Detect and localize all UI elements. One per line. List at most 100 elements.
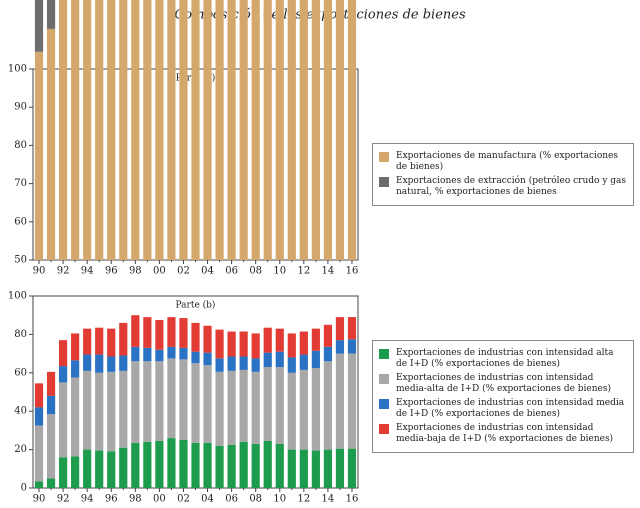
x-tick-label: 90 (33, 266, 46, 277)
bar-segment (155, 320, 164, 350)
bar-segment (227, 444, 236, 488)
bar-segment (46, 28, 56, 260)
bar-segment (251, 371, 260, 444)
bar-segment (323, 449, 332, 488)
bar-segment (335, 0, 345, 261)
bar-segment (191, 351, 200, 364)
x-tick-label: 96 (105, 494, 118, 505)
bar-segment (299, 449, 308, 488)
bar-segment (95, 354, 104, 373)
bar-segment (287, 449, 296, 488)
bar-segment (143, 347, 152, 362)
bar-segment (323, 0, 332, 261)
x-tick-label: 06 (225, 494, 238, 505)
bar-segment (46, 395, 56, 415)
bar-segment (263, 367, 272, 441)
bar-segment (323, 346, 332, 362)
x-tick-label: 98 (129, 494, 142, 505)
bar-segment (143, 0, 152, 261)
legend-swatch (379, 349, 389, 359)
bar-segment (95, 372, 104, 451)
bar-segment (311, 328, 320, 351)
bar-segment (34, 481, 44, 488)
bar-segment (131, 0, 140, 260)
bar-segment (311, 450, 320, 488)
bar-segment (107, 371, 116, 452)
bar-segment (311, 350, 320, 368)
bar-segment (34, 0, 44, 52)
bar-segment (323, 324, 332, 347)
bar-segment (299, 0, 308, 260)
bar-segment (107, 356, 116, 372)
legend-item: Exportaciones de extracción (petróleo cr… (379, 176, 627, 198)
x-tick-label: 92 (57, 266, 70, 277)
bar-segment (215, 358, 224, 372)
legend-label: Exportaciones de industrias con intensid… (396, 373, 612, 394)
x-tick-label: 04 (201, 266, 214, 277)
legend-swatch (379, 152, 389, 162)
bar-segment (203, 0, 212, 261)
bar-segment (59, 382, 68, 458)
bar-segment (203, 442, 212, 488)
bar-segment (203, 365, 212, 443)
x-tick-label: 90 (33, 494, 46, 505)
bar-segment (143, 361, 152, 442)
bar-segment (167, 0, 176, 261)
x-tick-label: 04 (201, 494, 214, 505)
bar-segment (143, 317, 152, 348)
y-tick-label: 80 (14, 140, 27, 151)
legend-swatch (379, 177, 389, 187)
x-tick-label: 10 (273, 494, 286, 505)
bar-segment (59, 340, 68, 367)
bar-segment (179, 359, 188, 440)
bar-segment (323, 361, 332, 450)
bar-segment (191, 0, 200, 260)
bar-segment (83, 354, 92, 371)
legend-item: Exportaciones de industrias con intensid… (379, 398, 627, 420)
bar-segment (71, 333, 80, 361)
bar-segment (311, 368, 320, 451)
bar-segment (83, 0, 92, 260)
bar-segment (263, 327, 272, 353)
bar-segment (347, 339, 357, 354)
legend-label: Exportaciones de extracción (petróleo cr… (396, 176, 627, 197)
bar-segment (179, 347, 188, 360)
legend: Exportaciones de manufactura (% exportac… (372, 143, 634, 206)
bar-segment (299, 331, 308, 355)
bar-segment (275, 443, 284, 488)
legend-swatch (379, 399, 389, 409)
x-tick-label: 96 (105, 266, 118, 277)
bar-segment (155, 349, 164, 362)
bar-segment (335, 353, 345, 449)
bar-segment (131, 315, 140, 347)
bar-segment (155, 0, 164, 260)
bar-segment (191, 322, 200, 352)
bar-segment (335, 448, 345, 488)
x-tick-label: 00 (153, 266, 166, 277)
bar-segment (215, 445, 224, 488)
x-tick-label: 14 (322, 266, 335, 277)
bar-segment (239, 441, 248, 488)
y-tick-label: 50 (14, 255, 27, 266)
bar-segment (287, 0, 296, 261)
y-tick-label: 40 (14, 406, 27, 417)
bar-segment (71, 0, 80, 261)
bar-segment (143, 441, 152, 488)
bar-segment (335, 340, 345, 354)
bar-segment (215, 371, 224, 446)
bar-segment (34, 425, 44, 482)
x-tick-label: 98 (129, 266, 142, 277)
bar-segment (34, 51, 44, 261)
bar-segment (263, 352, 272, 368)
bar-segment (71, 360, 80, 378)
x-tick-label: 00 (153, 494, 166, 505)
bar-segment (46, 414, 56, 479)
legend-label: Exportaciones de industrias con intensid… (396, 348, 614, 369)
y-tick-label: 60 (14, 216, 27, 227)
bar-segment (275, 351, 284, 368)
bar-segment (347, 448, 357, 488)
bar-segment (34, 407, 44, 426)
legend-swatch (379, 374, 389, 384)
bar-segment (119, 0, 128, 260)
